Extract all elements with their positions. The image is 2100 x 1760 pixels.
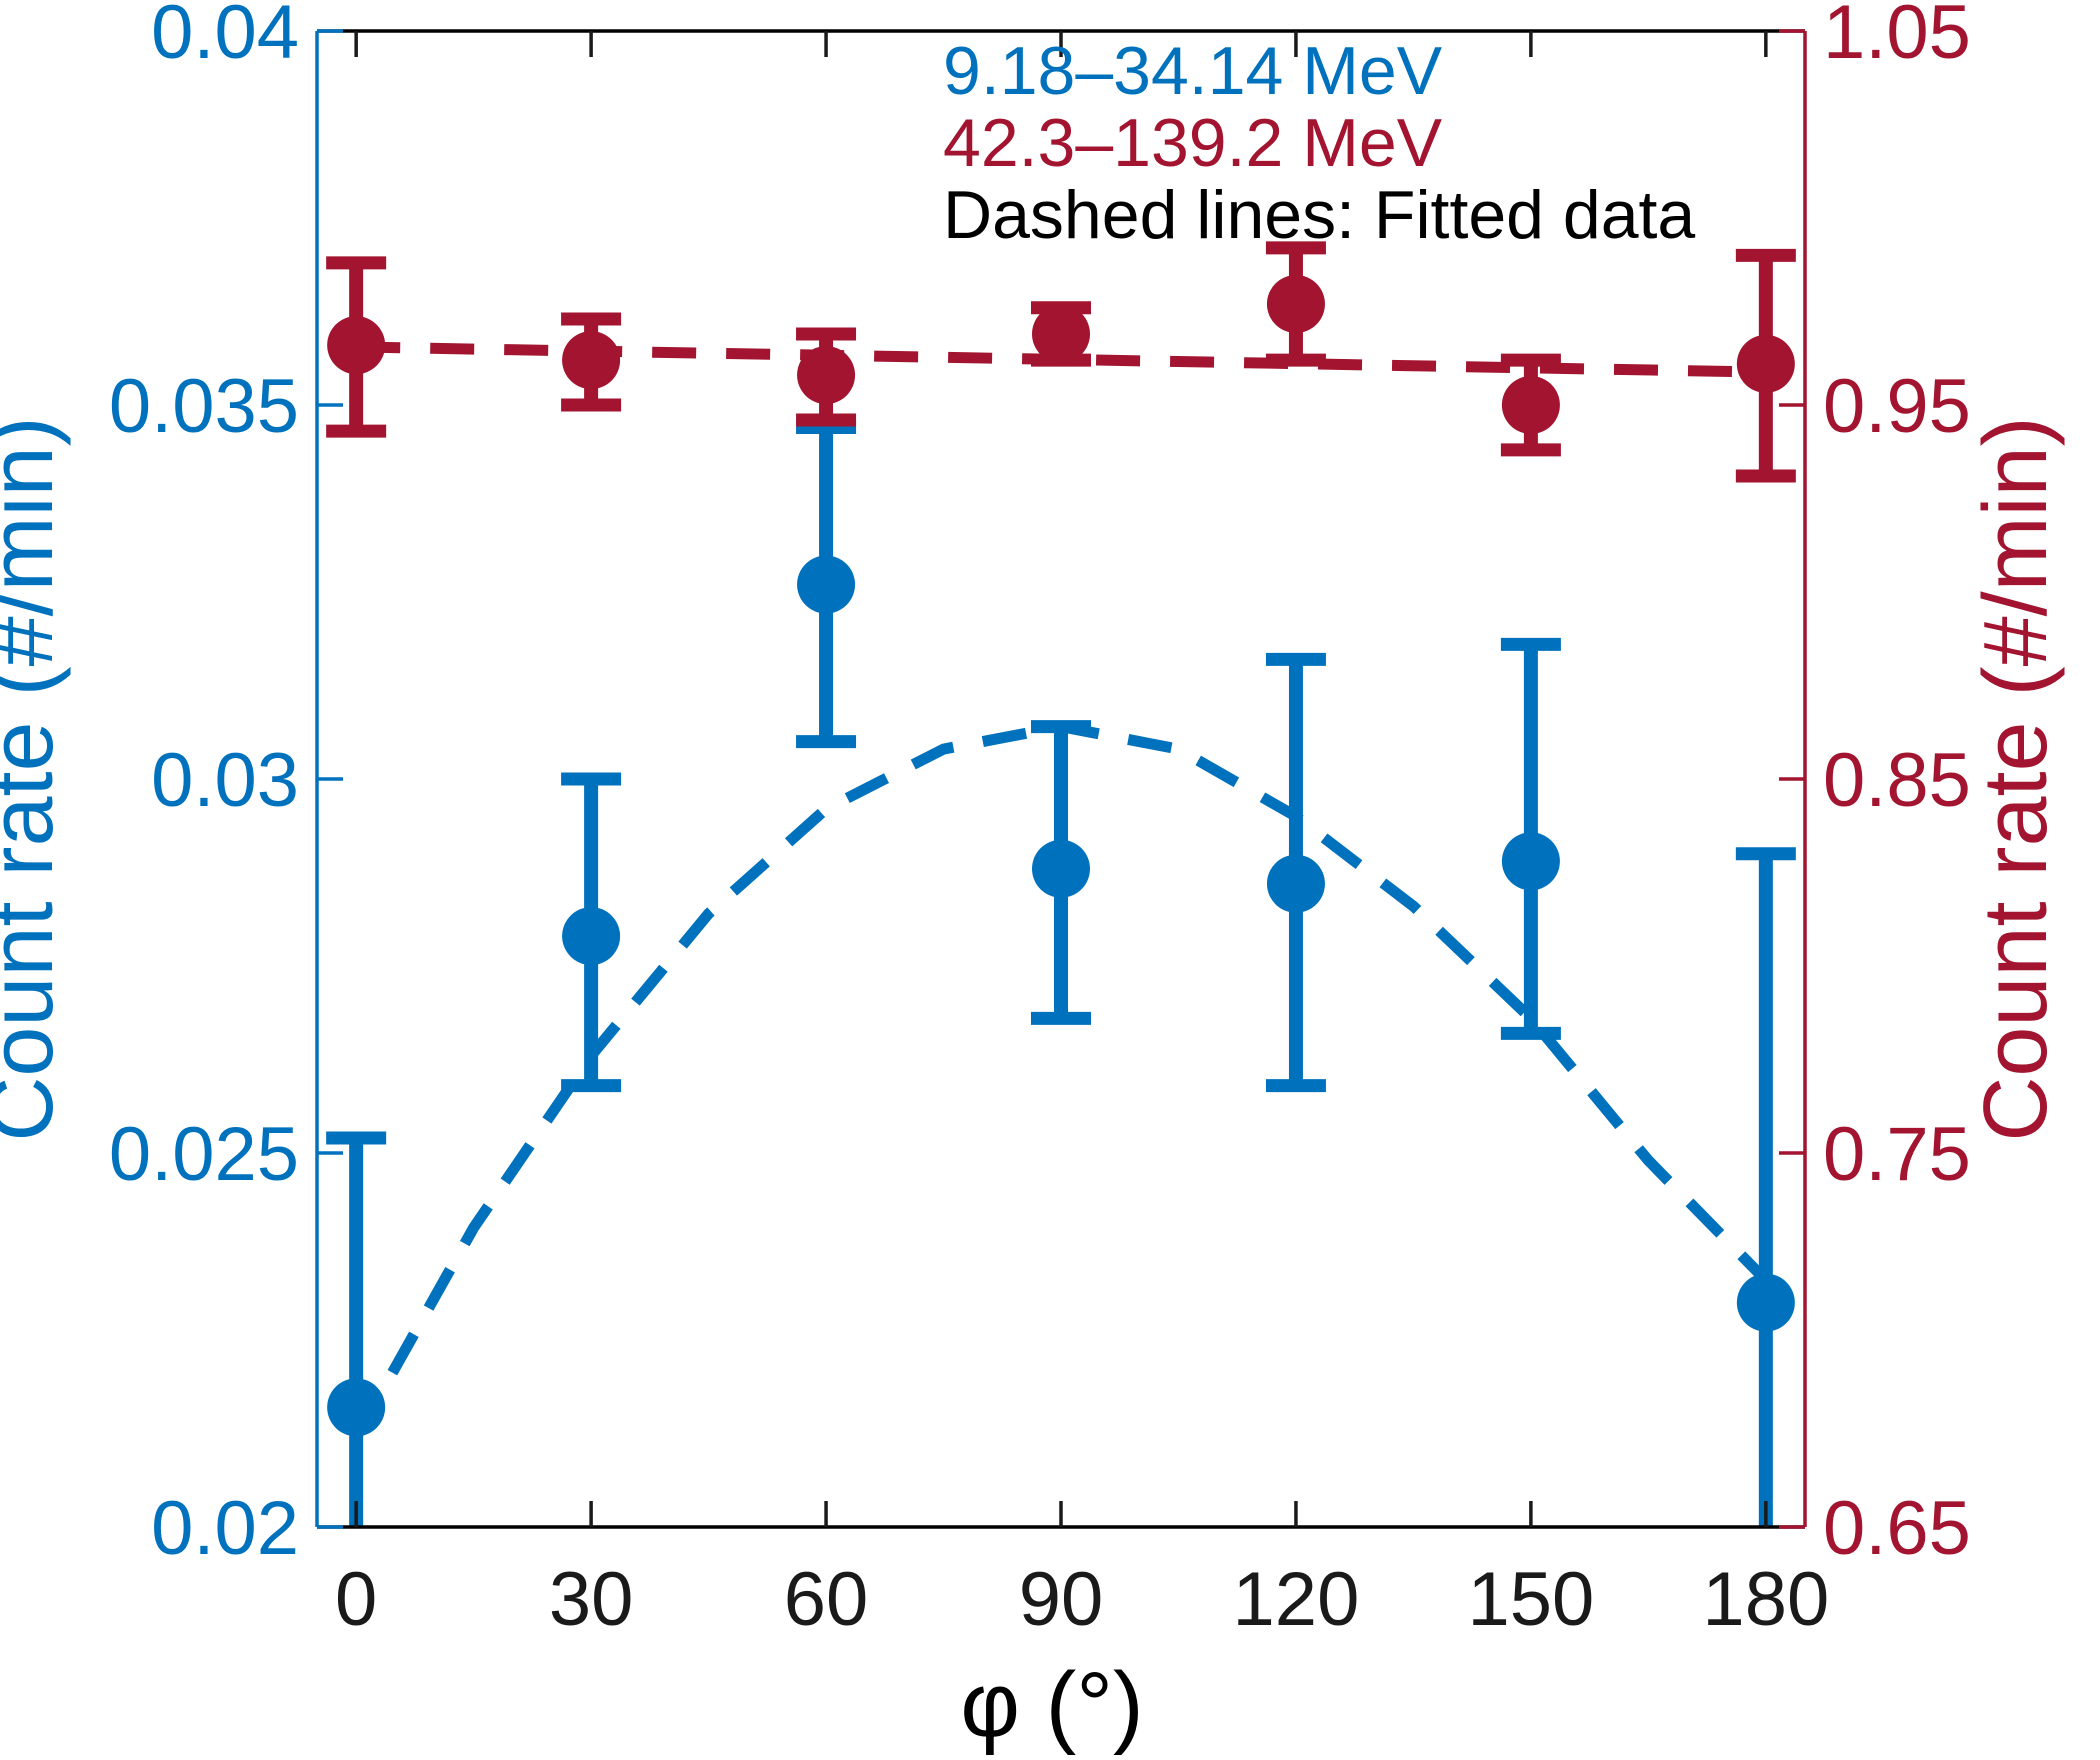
x-tick-label: 30 [549,1557,634,1642]
red-errorbar-point-0 [326,256,387,438]
red-data-marker [1501,376,1560,434]
red-data-marker [1032,304,1090,363]
left-y-tick-label: 0.04 [151,0,299,75]
red-errorbar-point-60 [796,327,857,427]
x-axis-label: φ (°) [960,1654,1143,1756]
blue-errorbar-point-120 [1265,652,1326,1093]
blue-errorbar-point-0 [326,1131,387,1527]
red-data-marker [1736,334,1795,393]
red-data-marker [1266,275,1325,334]
red-data-marker [562,331,621,390]
red-errorbar-point-90 [1031,301,1091,367]
blue-errorbar-point-60 [796,420,857,749]
blue-errorbar-point-150 [1500,637,1561,1040]
red-errorbar-point-30 [561,312,622,412]
left-y-tick-label: 0.025 [109,1112,299,1197]
right-y-tick-label: 1.05 [1823,0,1971,75]
red-data-marker [327,316,386,375]
blue-data-marker [1501,832,1560,891]
x-tick-label: 120 [1233,1557,1360,1642]
red-data-marker [797,346,856,405]
red-errorbar-point-150 [1500,353,1561,457]
blue-data-marker [1736,1273,1795,1332]
legend-entry-2: Dashed lines: Fitted data [943,177,1695,253]
blue-errorbar-point-30 [561,772,622,1093]
x-tick-label: 0 [335,1557,377,1642]
left-y-tick-label: 0.035 [109,364,299,449]
left-y-tick-label: 0.03 [151,738,299,823]
x-tick-label: 150 [1467,1557,1594,1642]
left-axis-label: Count rate (#/min) [0,416,72,1141]
right-y-tick-label: 0.95 [1823,364,1971,449]
red-errorbar-point-120 [1265,241,1326,367]
left-y-tick-label: 0.02 [151,1486,299,1571]
x-tick-label: 180 [1702,1557,1829,1642]
blue-data-marker [1266,854,1325,913]
blue-data-marker [327,1378,386,1437]
right-axis-label: Count rate (#/min) [1966,416,2066,1141]
blue-errorbar-point-180 [1735,847,1796,1527]
blue-data-marker [562,907,621,966]
red-errorbar-point-180 [1735,248,1796,483]
x-tick-label: 60 [784,1557,869,1642]
legend-entry-0: 9.18–34.14 MeV [943,33,1443,109]
blue-data-marker [1032,839,1090,898]
legend-entry-1: 42.3–139.2 MeV [943,105,1443,181]
right-y-tick-label: 0.85 [1823,738,1971,823]
right-y-tick-label: 0.65 [1823,1486,1971,1571]
blue-data-marker [797,555,856,614]
x-tick-label: 90 [1019,1557,1104,1642]
right-y-tick-label: 0.75 [1823,1112,1971,1197]
blue-errorbar-point-90 [1031,720,1091,1025]
